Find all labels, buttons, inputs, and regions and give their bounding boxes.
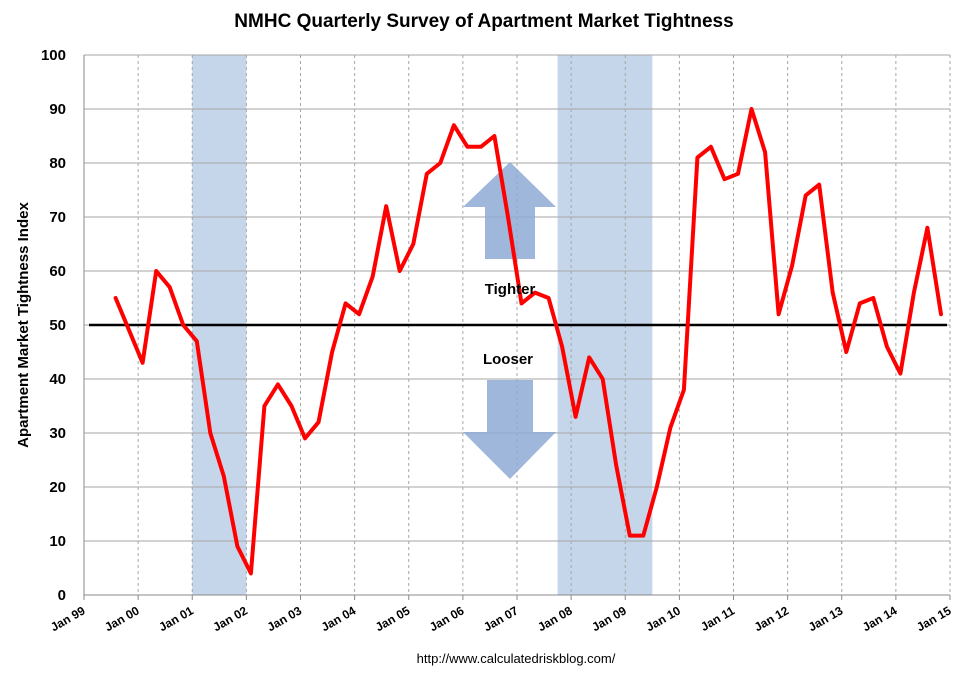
y-tick-label-60: 60 — [49, 263, 66, 280]
x-tick-label-5: Jan 04 — [319, 603, 359, 634]
x-tick-label-4: Jan 03 — [265, 603, 305, 634]
x-tick-label-11: Jan 10 — [644, 603, 684, 634]
chart-title: NMHC Quarterly Survey of Apartment Marke… — [234, 11, 733, 32]
looser-label: Looser — [483, 351, 533, 368]
y-tick-label-80: 80 — [49, 155, 66, 172]
up-arrow-icon — [463, 162, 556, 259]
y-tick-label-70: 70 — [49, 209, 66, 226]
tighter-label: Tighter — [485, 281, 536, 298]
x-tick-label-14: Jan 13 — [806, 603, 846, 634]
x-tick-label-2: Jan 01 — [156, 603, 196, 634]
series-layer — [113, 107, 943, 576]
x-tick-label-9: Jan 08 — [535, 603, 575, 634]
x-tick-label-15: Jan 14 — [860, 603, 900, 634]
y-axis-label: Apartment Market Tightness Index — [15, 202, 32, 448]
y-tick-label-100: 100 — [41, 47, 66, 64]
y-tick-label-30: 30 — [49, 425, 66, 442]
x-tick-label-12: Jan 11 — [698, 603, 737, 634]
y-tick-label-40: 40 — [49, 371, 66, 388]
x-tick-label-16: Jan 15 — [914, 603, 954, 634]
y-tick-label-0: 0 — [58, 587, 66, 604]
x-tick-label-1: Jan 00 — [102, 603, 142, 634]
x-tick-labels: Jan 99 Jan 00 Jan 01 Jan 02 Jan 03 Jan 04 Jan … — [48, 603, 954, 634]
y-tick-label-90: 90 — [49, 101, 66, 118]
series-line-1 — [113, 107, 943, 576]
y-tick-label-50: 50 — [49, 317, 66, 334]
x-tick-label-8: Jan 07 — [481, 603, 521, 634]
y-tick-labels: 0 10 20 30 40 50 60 70 80 90 100 — [41, 47, 66, 604]
y-tick-label-10: 10 — [49, 533, 66, 550]
tightness-arrows — [463, 162, 556, 479]
x-tick-label-10: Jan 09 — [589, 603, 629, 634]
y-tick-label-20: 20 — [49, 479, 66, 496]
x-tick-label-13: Jan 12 — [752, 603, 792, 634]
source-url: http://www.calculatedriskblog.com/ — [417, 651, 616, 666]
x-tick-label-0: Jan 99 — [48, 603, 88, 634]
down-arrow-icon — [463, 380, 556, 479]
x-tick-label-7: Jan 06 — [427, 603, 467, 634]
x-tick-label-3: Jan 02 — [211, 603, 251, 634]
x-tick-label-6: Jan 05 — [373, 603, 413, 634]
